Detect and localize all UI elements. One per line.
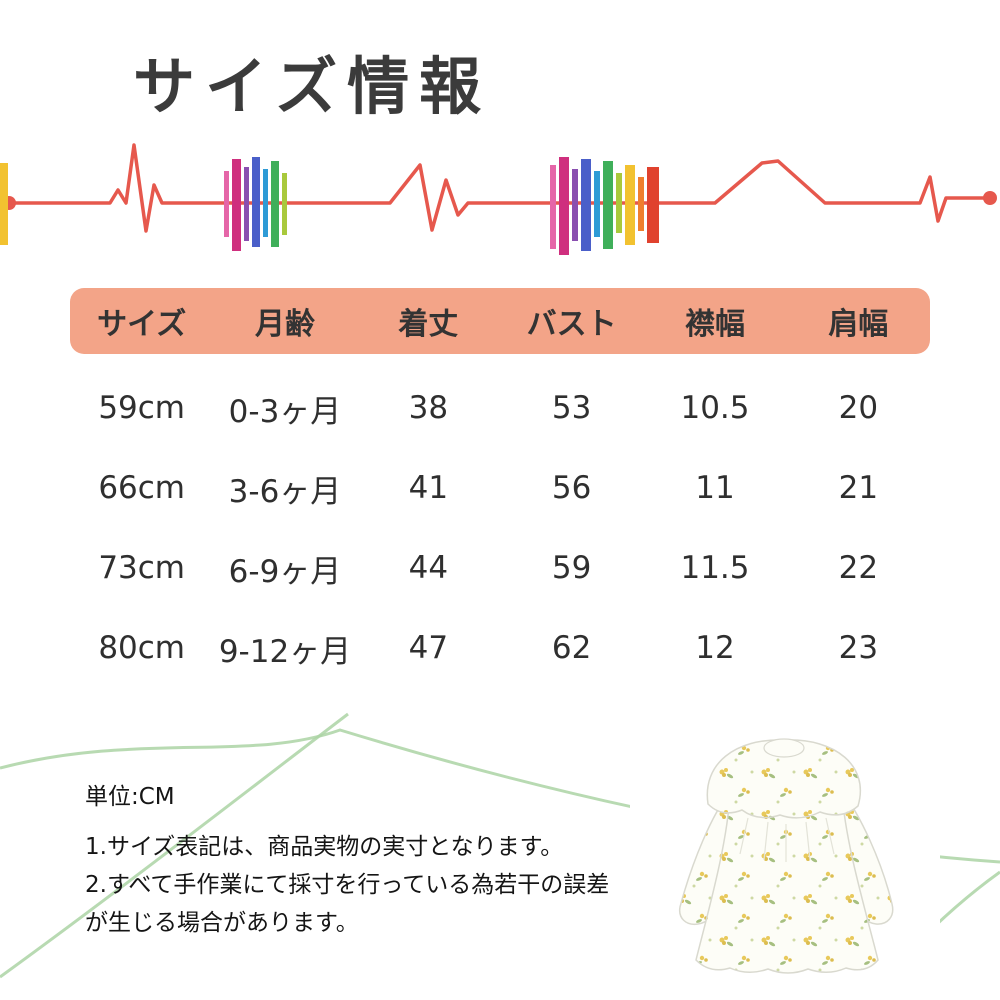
size-table-body: 59cm 0-3ヶ月 38 53 10.5 20 66cm 3-6ヶ月 41 5… (70, 368, 930, 688)
age-cell: 9-12ヶ月 (218, 633, 352, 670)
unit-note: 単位:CM (85, 784, 175, 810)
size-table-header: サイズ 月齢 着丈 バスト 襟幅 肩幅 (70, 288, 930, 354)
collar-cell: 11 (695, 470, 735, 506)
col-header-bust: バスト (526, 307, 617, 342)
collar-cell: 10.5 (680, 390, 750, 426)
dress-ruffle-collar (706, 739, 861, 819)
dress-gathers (739, 817, 835, 862)
heartbeat-band (0, 135, 1000, 275)
table-row: 80cm 9-12ヶ月 47 62 12 23 (70, 608, 930, 688)
shoulder-cell: 20 (838, 390, 879, 426)
heartbeat-path (7, 143, 987, 233)
table-row: 66cm 3-6ヶ月 41 56 11 21 (70, 448, 930, 528)
size-cell: 73cm (98, 550, 186, 586)
product-photo-dress (630, 722, 940, 1000)
bust-cell: 59 (551, 550, 592, 586)
col-header-size: サイズ (97, 307, 187, 342)
size-cell: 66cm (98, 470, 186, 506)
line-end-dot (983, 191, 997, 205)
table-row: 59cm 0-3ヶ月 38 53 10.5 20 (70, 368, 930, 448)
shoulder-cell: 21 (838, 470, 879, 506)
notes-block: 単位:CM 1.サイズ表記は、商品実物の実寸となります。 2.すべて手作業にて採… (85, 778, 655, 942)
size-cell: 59cm (98, 390, 186, 426)
bust-cell: 62 (551, 630, 592, 666)
heartbeat-line-decoration (0, 143, 997, 255)
col-header-shoulder: 肩幅 (828, 307, 889, 342)
barcode-icon (550, 157, 659, 255)
dress-neckline (763, 738, 805, 758)
note-line-1: 1.サイズ表記は、商品実物の実寸となります。 (85, 834, 564, 860)
note-line-3: が生じる場合があります。 (85, 910, 359, 936)
note-line-2: 2.すべて手作業にて採寸を行っている為若干の誤差 (85, 872, 610, 898)
barcode-icon (0, 157, 287, 251)
table-row: 73cm 6-9ヶ月 44 59 11.5 22 (70, 528, 930, 608)
length-cell: 41 (408, 470, 449, 506)
col-header-age: 月齢 (254, 307, 315, 342)
collar-cell: 11.5 (680, 550, 750, 586)
length-cell: 38 (408, 390, 449, 426)
age-cell: 3-6ヶ月 (228, 473, 342, 510)
size-table: サイズ 月齢 着丈 バスト 襟幅 肩幅 59cm 0-3ヶ月 38 53 10.… (70, 288, 930, 688)
age-cell: 6-9ヶ月 (228, 553, 342, 590)
shoulder-cell: 23 (838, 630, 879, 666)
collar-cell: 12 (695, 630, 735, 666)
page-title: サイズ情報 (133, 50, 492, 123)
shoulder-cell: 22 (838, 550, 879, 586)
size-cell: 80cm (98, 630, 186, 666)
length-cell: 47 (408, 630, 449, 666)
col-header-collar: 襟幅 (684, 307, 745, 342)
length-cell: 44 (408, 550, 449, 586)
col-header-length: 着丈 (398, 307, 459, 342)
bust-cell: 56 (551, 470, 592, 506)
age-cell: 0-3ヶ月 (228, 393, 342, 430)
bust-cell: 53 (551, 390, 592, 426)
